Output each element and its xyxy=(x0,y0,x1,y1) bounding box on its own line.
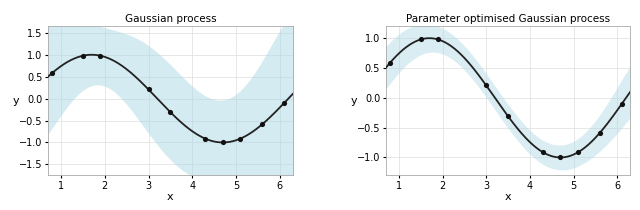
Point xyxy=(481,84,492,87)
Point xyxy=(143,88,154,91)
Title: Parameter optimised Gaussian process: Parameter optimised Gaussian process xyxy=(406,14,610,24)
Point xyxy=(616,102,627,106)
Point xyxy=(573,151,583,154)
X-axis label: x: x xyxy=(505,192,511,202)
Point xyxy=(218,141,228,144)
X-axis label: x: x xyxy=(167,192,173,202)
Point xyxy=(257,123,268,126)
Point xyxy=(415,38,426,41)
Point xyxy=(433,38,444,41)
Y-axis label: y: y xyxy=(351,96,357,106)
Point xyxy=(78,54,88,57)
Point xyxy=(556,156,566,159)
Point xyxy=(235,137,245,140)
Point xyxy=(279,101,289,105)
Y-axis label: y: y xyxy=(13,96,19,106)
Point xyxy=(200,137,211,140)
Point xyxy=(538,151,548,154)
Point xyxy=(165,110,175,114)
Point xyxy=(47,71,58,75)
Point xyxy=(595,131,605,135)
Title: Gaussian process: Gaussian process xyxy=(125,14,216,24)
Point xyxy=(95,54,106,57)
Point xyxy=(503,115,513,118)
Point xyxy=(385,61,395,64)
